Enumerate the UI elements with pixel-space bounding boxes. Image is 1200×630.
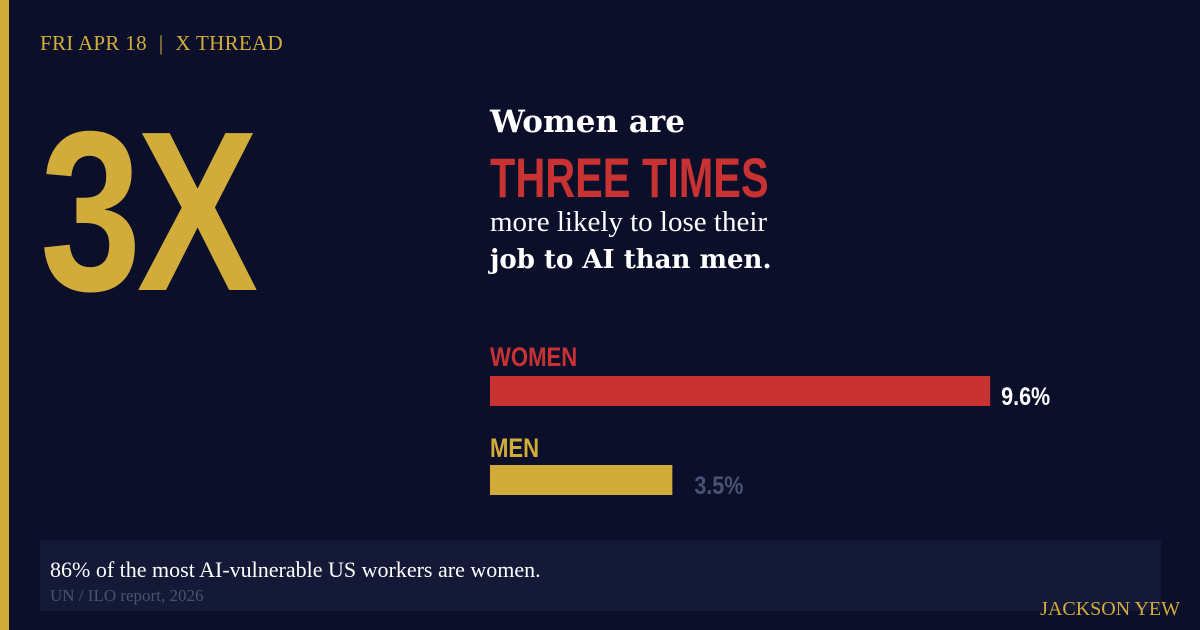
caption-box: 86% of the most AI-vulnerable US workers… — [40, 540, 1161, 611]
category-label-women: WOMEN — [490, 343, 577, 373]
caption-source: UN / ILO report, 2026 — [50, 586, 204, 605]
author-name: JACKSON YEW — [1040, 598, 1180, 620]
value-label-women: 9.6% — [1001, 382, 1050, 410]
bar-men — [490, 465, 673, 495]
big-stat: 3X — [40, 85, 258, 339]
date-label: FRI APR 18 — [40, 31, 147, 55]
headline-line-1: Women are — [490, 104, 685, 140]
caption-text: 86% of the most AI-vulnerable US workers… — [50, 557, 541, 582]
accent-bar — [0, 0, 9, 630]
category-label-men: MEN — [490, 434, 539, 464]
dateline: FRI APR 18 | X THREAD — [40, 31, 283, 56]
headline-line-4: job to AI than men. — [490, 245, 772, 275]
channel-label: X THREAD — [175, 31, 283, 55]
dateline-separator: | — [158, 31, 164, 55]
headline-line-3: more likely to lose their — [490, 206, 768, 238]
headline: Women are THREE TIMES more likely to los… — [490, 100, 1170, 280]
bar-women — [490, 376, 991, 406]
headline-emphasis: THREE TIMES — [490, 146, 769, 209]
value-label-men: 3.5% — [694, 471, 743, 499]
